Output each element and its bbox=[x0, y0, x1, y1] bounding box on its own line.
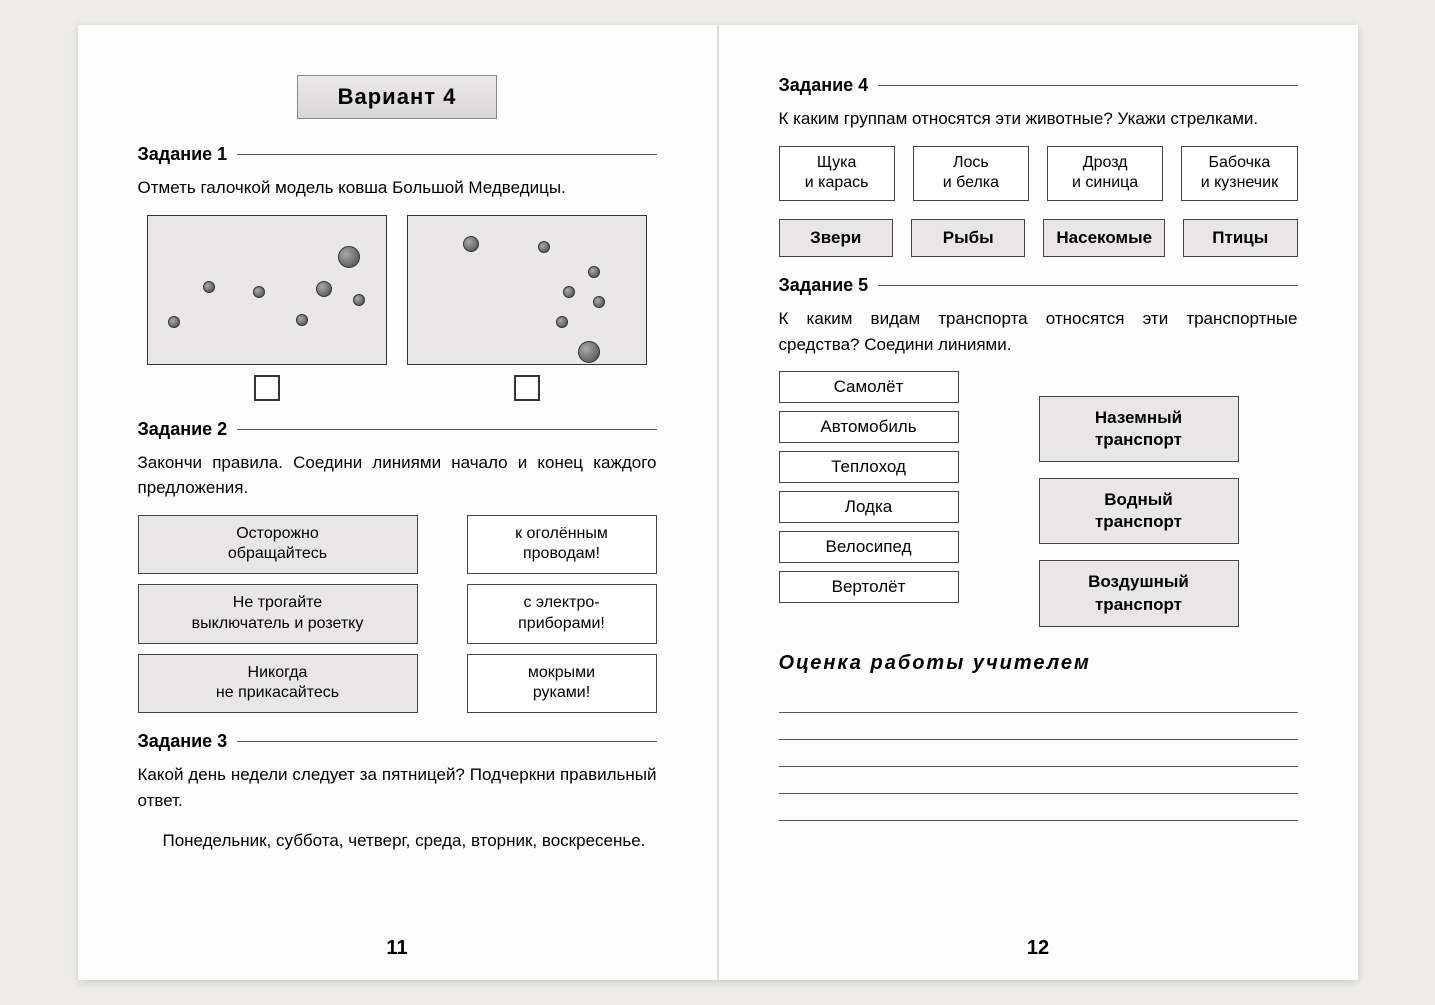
task5-vehicle-box[interactable]: Вертолёт bbox=[779, 571, 959, 603]
star-dot bbox=[296, 314, 308, 326]
star-dot bbox=[316, 281, 332, 297]
task4-animal-box[interactable]: Щукаи карась bbox=[779, 146, 895, 202]
star-dot bbox=[593, 296, 605, 308]
rule-row: Не трогайтевыключатель и розетку с электр… bbox=[138, 584, 657, 644]
task3-answer: Понедельник, суббота, четверг, среда, вт… bbox=[163, 827, 657, 854]
task5-title: Задание 5 bbox=[779, 275, 1298, 296]
task5-wrap: Самолёт Автомобиль Теплоход Лодка Велосипед В… bbox=[779, 371, 1298, 627]
star-dot bbox=[253, 286, 265, 298]
star-dot bbox=[203, 281, 215, 293]
task5-vehicle-box[interactable]: Теплоход bbox=[779, 451, 959, 483]
task4-title: Задание 4 bbox=[779, 75, 1298, 96]
variant-header: Вариант 4 bbox=[297, 75, 498, 119]
task5-left-col: Самолёт Автомобиль Теплоход Лодка Велосипед В… bbox=[779, 371, 959, 603]
task4-bottom-row: Звери Рыбы Насекомые Птицы bbox=[779, 219, 1298, 257]
page-num-right: 12 bbox=[1027, 937, 1049, 960]
write-line bbox=[779, 716, 1298, 740]
task4-animal-box[interactable]: Дрозди синица bbox=[1047, 146, 1163, 202]
assessment-lines bbox=[779, 689, 1298, 821]
task4-animal-box[interactable]: Бабочкаи кузнечик bbox=[1181, 146, 1297, 202]
rule-row: Осторожнообращайтесь к оголённымпроводам! bbox=[138, 515, 657, 575]
task1-prompt: Отметь галочкой модель ковша Большой Мед… bbox=[138, 175, 657, 201]
page-num-left: 11 bbox=[386, 937, 407, 960]
task4-group-box[interactable]: Звери bbox=[779, 219, 893, 257]
task1-title: Задание 1 bbox=[138, 144, 657, 165]
page-left: Вариант 4 Задание 1 Отметь галочкой моде… bbox=[78, 25, 718, 980]
rule-left-box[interactable]: Никогдане прикасайтесь bbox=[138, 654, 418, 714]
rule-row: Никогдане прикасайтесь мокрымируками! bbox=[138, 654, 657, 714]
task5-vehicle-box[interactable]: Автомобиль bbox=[779, 411, 959, 443]
task1-panel-2 bbox=[407, 215, 647, 365]
star-dot bbox=[578, 341, 600, 363]
task1-panel-2-wrap bbox=[407, 215, 647, 401]
star-dot bbox=[556, 316, 568, 328]
task2-prompt: Закончи правила. Соедини линиями начало … bbox=[138, 450, 657, 501]
star-dot bbox=[563, 286, 575, 298]
task5-category-box[interactable]: Наземныйтранспорт bbox=[1039, 396, 1239, 462]
assessment-label: Оценка работы учителем bbox=[779, 652, 1298, 675]
task4-group-box[interactable]: Насекомые bbox=[1043, 219, 1165, 257]
write-line bbox=[779, 770, 1298, 794]
rule-left-box[interactable]: Не трогайтевыключатель и розетку bbox=[138, 584, 418, 644]
task5-prompt: К каким видам транспорта относятся эти т… bbox=[779, 306, 1298, 357]
task4-prompt: К каким группам относятся эти животные? … bbox=[779, 106, 1298, 132]
star-dot bbox=[168, 316, 180, 328]
write-line bbox=[779, 797, 1298, 821]
task1-panels bbox=[138, 215, 657, 401]
rule-right-box[interactable]: мокрымируками! bbox=[467, 654, 657, 714]
task1-panel-1-wrap bbox=[147, 215, 387, 401]
task4-animal-box[interactable]: Лосьи белка bbox=[913, 146, 1029, 202]
star-dot bbox=[538, 241, 550, 253]
task1-checkbox-1[interactable] bbox=[254, 375, 280, 401]
task3-title: Задание 3 bbox=[138, 731, 657, 752]
task1-panel-1 bbox=[147, 215, 387, 365]
task5-vehicle-box[interactable]: Велосипед bbox=[779, 531, 959, 563]
write-line bbox=[779, 689, 1298, 713]
task4-group-box[interactable]: Птицы bbox=[1183, 219, 1297, 257]
rule-right-box[interactable]: к оголённымпроводам! bbox=[467, 515, 657, 575]
task2-rows: Осторожнообращайтесь к оголённымпроводам!… bbox=[138, 515, 657, 714]
star-dot bbox=[353, 294, 365, 306]
rule-left-box[interactable]: Осторожнообращайтесь bbox=[138, 515, 418, 575]
task5-right-col: Наземныйтранспорт Водныйтранспорт Воздушны… bbox=[1039, 396, 1239, 627]
rule-right-box[interactable]: с электро-приборами! bbox=[467, 584, 657, 644]
task5-category-box[interactable]: Водныйтранспорт bbox=[1039, 478, 1239, 544]
star-dot bbox=[463, 236, 479, 252]
task5-category-box[interactable]: Воздушныйтранспорт bbox=[1039, 560, 1239, 626]
task2-title: Задание 2 bbox=[138, 419, 657, 440]
star-dot bbox=[588, 266, 600, 278]
task4-group-box[interactable]: Рыбы bbox=[911, 219, 1025, 257]
task5-vehicle-box[interactable]: Самолёт bbox=[779, 371, 959, 403]
task1-checkbox-2[interactable] bbox=[514, 375, 540, 401]
task3-prompt: Какой день недели следует за пятницей? П… bbox=[138, 762, 657, 813]
task5-vehicle-box[interactable]: Лодка bbox=[779, 491, 959, 523]
star-dot bbox=[338, 246, 360, 268]
task4-top-row: Щукаи карась Лосьи белка Дрозди синица Бабо… bbox=[779, 146, 1298, 202]
page-right: Задание 4 К каким группам относятся эти … bbox=[718, 25, 1358, 980]
write-line bbox=[779, 743, 1298, 767]
page-spread: Вариант 4 Задание 1 Отметь галочкой моде… bbox=[78, 25, 1358, 980]
